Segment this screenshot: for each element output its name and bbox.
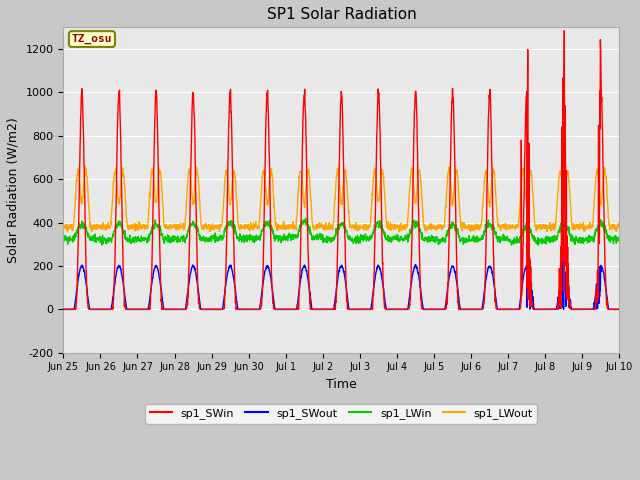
sp1_LWin bbox=[508, 242, 515, 248]
sp1_LWin bbox=[358, 236, 365, 242]
sp1_SWin bbox=[566, 306, 574, 312]
Y-axis label: Solar Radiation (W/m2): Solar Radiation (W/m2) bbox=[7, 117, 20, 263]
sp1_LWout bbox=[81, 163, 89, 169]
sp1_SWout bbox=[616, 307, 623, 312]
Line: sp1_LWout: sp1_LWout bbox=[63, 166, 620, 232]
sp1_LWin bbox=[302, 216, 310, 221]
Legend: sp1_SWin, sp1_SWout, sp1_LWin, sp1_LWout: sp1_SWin, sp1_SWout, sp1_LWin, sp1_LWout bbox=[145, 404, 538, 424]
sp1_LWout bbox=[616, 224, 623, 229]
sp1_LWout bbox=[567, 204, 575, 209]
sp1_LWin bbox=[503, 237, 511, 243]
sp1_LWin bbox=[214, 235, 222, 240]
sp1_SWin bbox=[582, 307, 590, 312]
sp1_LWin bbox=[60, 235, 67, 241]
sp1_SWin bbox=[616, 307, 623, 312]
sp1_LWout bbox=[504, 224, 511, 229]
sp1_LWout bbox=[60, 225, 67, 230]
sp1_LWin bbox=[582, 238, 590, 244]
sp1_SWin bbox=[214, 307, 222, 312]
Line: sp1_SWout: sp1_SWout bbox=[63, 262, 620, 310]
sp1_LWin bbox=[370, 229, 378, 235]
Text: TZ_osu: TZ_osu bbox=[72, 34, 112, 44]
sp1_SWin bbox=[503, 307, 511, 312]
sp1_SWout bbox=[214, 307, 222, 312]
sp1_SWout bbox=[358, 307, 365, 312]
sp1_LWout bbox=[215, 224, 223, 229]
sp1_SWout bbox=[524, 259, 532, 264]
Line: sp1_LWin: sp1_LWin bbox=[63, 218, 620, 245]
Title: SP1 Solar Radiation: SP1 Solar Radiation bbox=[266, 7, 416, 22]
sp1_LWin bbox=[567, 231, 575, 237]
sp1_SWin bbox=[358, 307, 365, 312]
sp1_SWin bbox=[561, 28, 568, 34]
sp1_SWout bbox=[60, 307, 67, 312]
sp1_LWout bbox=[582, 226, 590, 231]
sp1_SWout bbox=[370, 287, 378, 292]
sp1_LWout bbox=[370, 173, 378, 179]
sp1_SWin bbox=[370, 293, 378, 299]
X-axis label: Time: Time bbox=[326, 378, 356, 391]
sp1_SWout bbox=[566, 298, 574, 304]
sp1_SWout bbox=[582, 307, 590, 312]
sp1_LWin bbox=[616, 234, 623, 240]
sp1_SWin bbox=[60, 307, 67, 312]
sp1_SWout bbox=[503, 307, 511, 312]
Line: sp1_SWin: sp1_SWin bbox=[63, 31, 620, 310]
sp1_LWout bbox=[358, 225, 365, 230]
sp1_LWout bbox=[395, 229, 403, 235]
